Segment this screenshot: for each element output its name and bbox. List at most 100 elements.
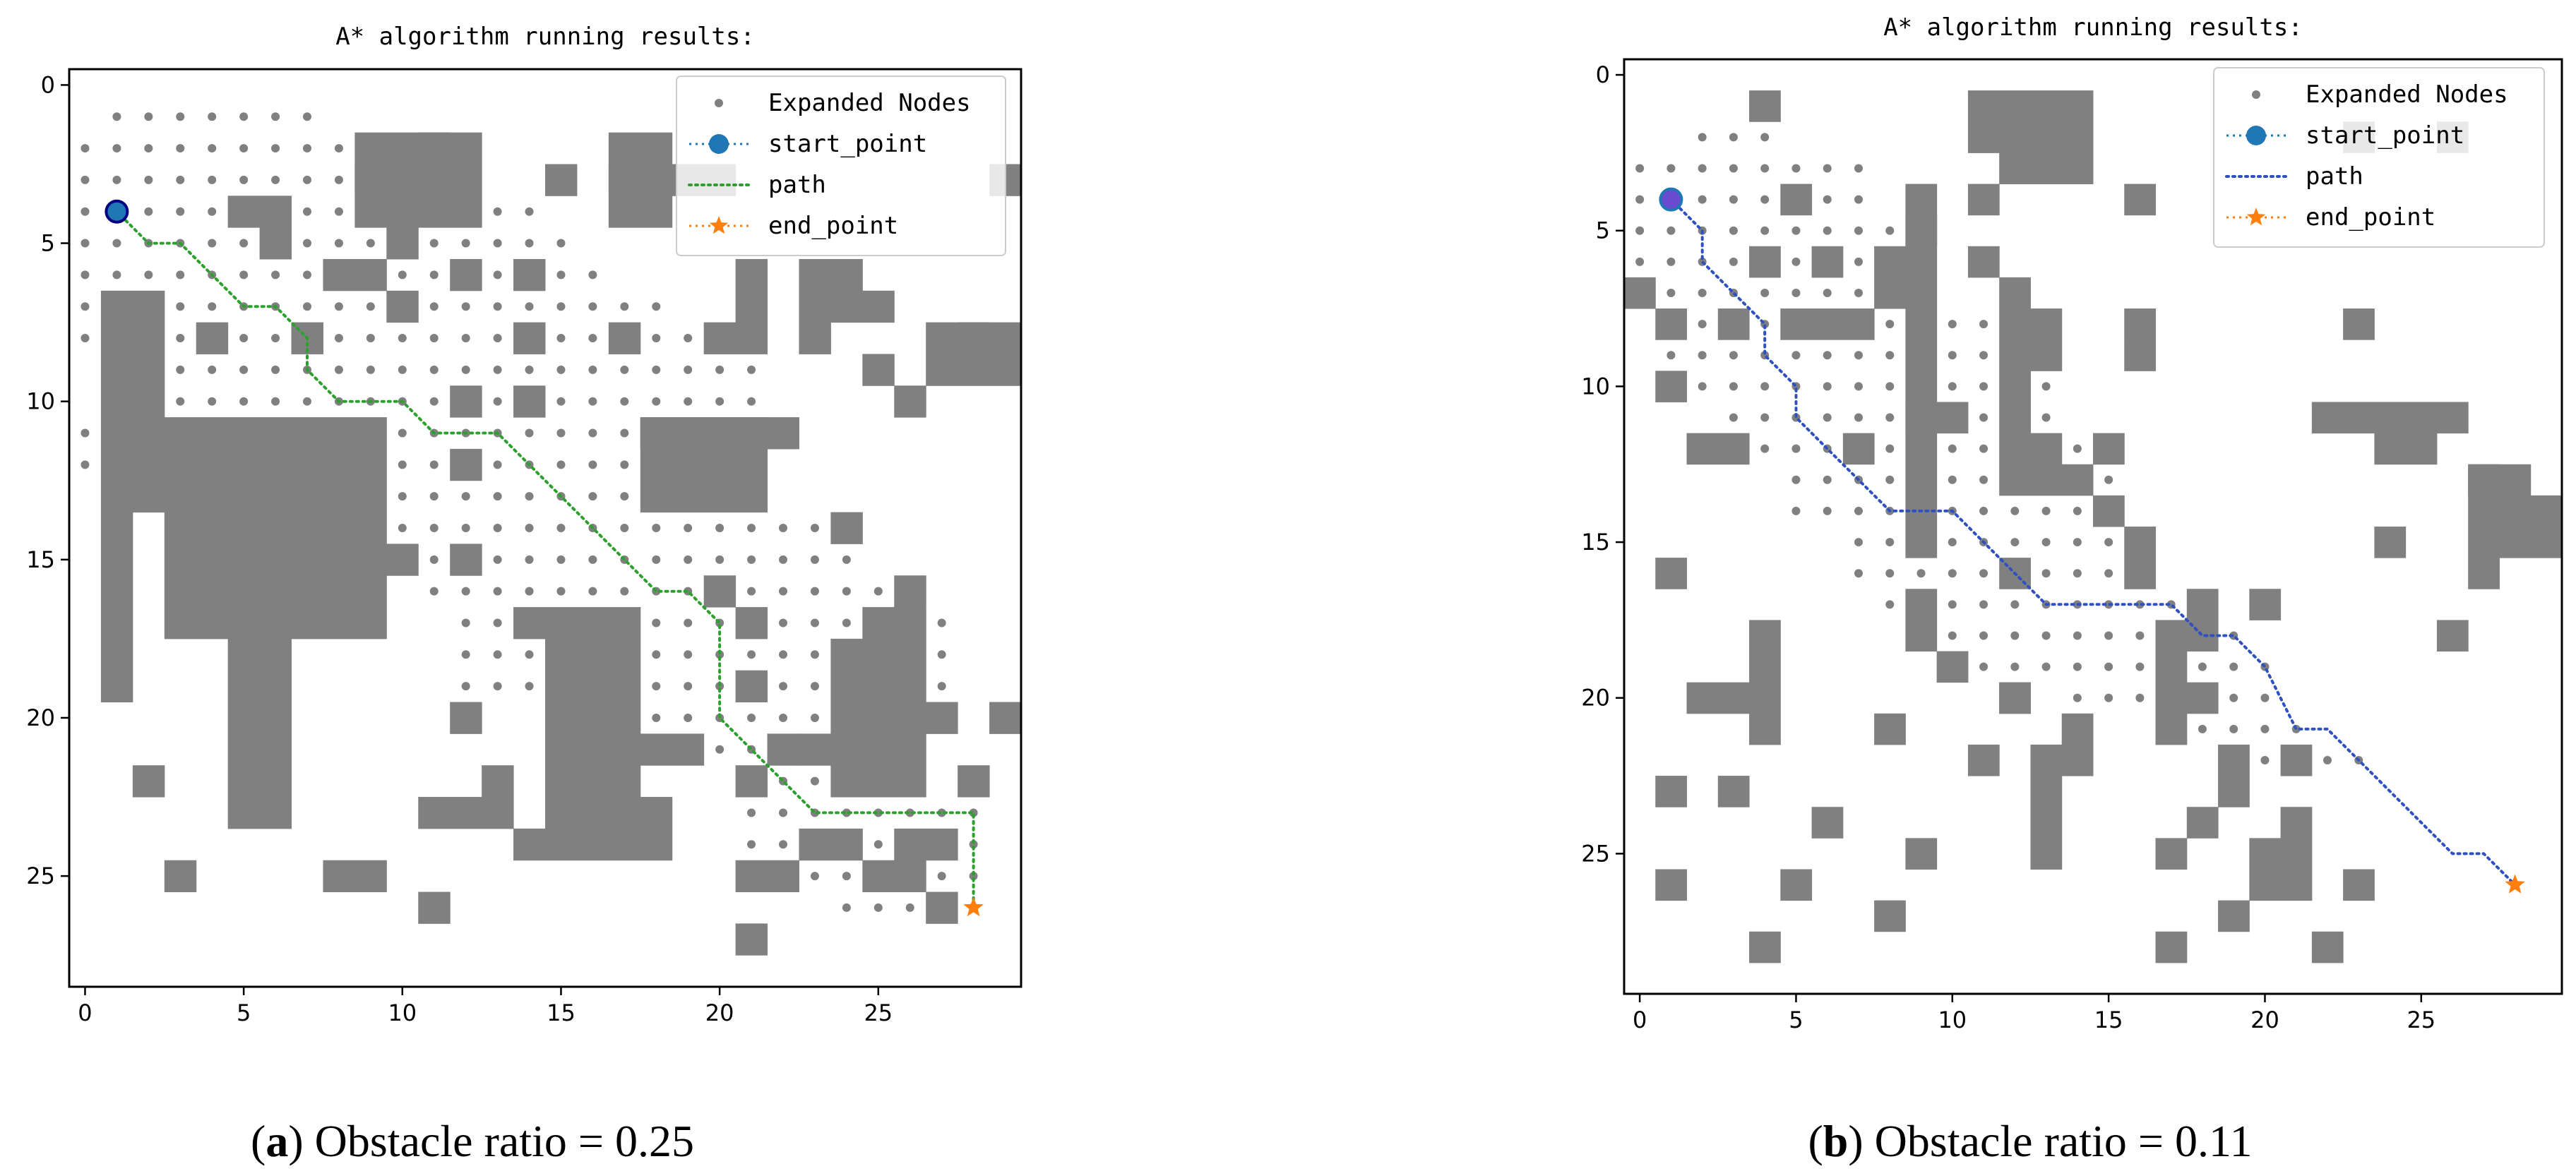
expanded-node-b [1854,164,1863,173]
expanded-node-a [905,808,914,817]
expanded-node-b [2229,662,2238,671]
expanded-node-a [271,270,280,280]
expanded-node-b [2104,506,2113,515]
expanded-node-a [525,618,534,627]
expanded-node-a [747,587,756,596]
expanded-node-a [652,397,661,406]
expanded-node-a [493,302,502,311]
expanded-node-a [873,713,883,722]
obstacle-cell-b [2468,558,2500,589]
expanded-node-b [1854,195,1863,204]
expanded-node-a [461,524,470,532]
expanded-node-b [1979,662,1988,671]
obstacle-block-b [1999,682,2031,714]
expanded-node-b [2010,662,2020,671]
obstacle-block-a [830,512,863,544]
expanded-node-a [525,555,534,564]
expanded-node-b [2073,662,2082,671]
expanded-node-a [398,334,407,343]
expanded-node-a [556,713,566,722]
obstacle-cell-a [989,702,1022,734]
expanded-node-a [303,428,311,438]
expanded-node-a [525,365,534,374]
expanded-node-b [2229,693,2238,702]
expanded-node-a [334,334,343,343]
legend-handle-expanded-b [2252,90,2260,99]
expanded-node-a [684,492,693,501]
expanded-node-b [1698,164,1707,173]
expanded-node-a [176,144,185,153]
obstacle-block-a [545,733,578,766]
expanded-node-a [80,175,90,184]
expanded-node-b [2041,631,2051,640]
expanded-node-a [810,840,819,849]
obstacle-block-a [227,638,292,829]
expanded-node-a [461,682,470,691]
path-line-b [1669,198,2517,887]
expanded-node-a [334,239,343,248]
expanded-node-b [1823,475,1832,484]
expanded-node-a [842,872,851,881]
expanded-node-a [80,207,90,216]
expanded-node-a [208,112,217,121]
obstacle-cell-a [958,765,990,798]
expanded-node-a [873,682,883,691]
x-tick-label-a: 25 [864,999,893,1026]
expanded-node-a [208,302,217,311]
expanded-node-a [873,840,883,849]
expanded-node-b [2135,693,2145,702]
expanded-node-b [1885,600,1895,609]
expanded-node-a [810,650,819,659]
expanded-node-b [1948,382,1957,391]
expanded-node-b [2229,756,2238,764]
end-point-marker-b [2505,874,2525,894]
expanded-node-b [1854,538,1863,547]
expanded-node-b [2260,693,2270,702]
expanded-node-a [493,239,502,248]
y-tick-label-b: 10 [1581,373,1610,400]
expanded-node-a [239,175,249,184]
expanded-node-a [493,365,502,374]
expanded-node-a [303,302,311,311]
expanded-node-a [398,239,407,248]
obstacle-cell-b [1655,558,1688,589]
expanded-node-b [2260,724,2270,733]
obstacle-cell-b [2124,184,2157,216]
expanded-node-a [271,334,280,343]
expanded-node-b [2073,693,2082,702]
expanded-node-a [747,872,756,881]
expanded-node-a [493,397,502,406]
obstacle-cell-a [735,923,768,956]
expanded-node-b [1916,538,1926,547]
expanded-node-a [334,207,343,216]
expanded-node-a [620,365,629,374]
obstacle-cell-b [2155,838,2188,870]
obstacle-block-b [2311,402,2469,434]
obstacle-cell-a [450,702,482,734]
obstacle-block-b [1749,620,1781,745]
axes-frame-b [1623,58,2563,995]
expanded-node-a [493,524,502,532]
legend-label-b: Expanded Nodes [2306,80,2508,109]
expanded-node-b [1885,475,1895,484]
obstacle-cell-b [1874,713,1906,745]
obstacle-cell-b [1655,371,1688,402]
expanded-node-b [1729,226,1738,235]
expanded-node-a [525,682,534,691]
expanded-node-a [398,492,407,501]
expanded-node-a [429,397,439,406]
expanded-node-b [1885,538,1895,547]
expanded-node-b [1823,506,1832,515]
expanded-node-b [1948,600,1957,609]
obstacle-cell-b [1874,900,1906,932]
expanded-node-b [1791,444,1801,453]
obstacle-cell-a [418,891,451,924]
y-tick-label-b: 20 [1581,685,1610,711]
expanded-node-a [588,618,597,627]
expanded-node-a [842,903,851,912]
expanded-node-a [747,555,756,564]
expanded-node-b [2166,662,2176,671]
expanded-node-a [461,365,470,374]
expanded-node-a [525,587,534,596]
expanded-node-b [2166,631,2176,640]
